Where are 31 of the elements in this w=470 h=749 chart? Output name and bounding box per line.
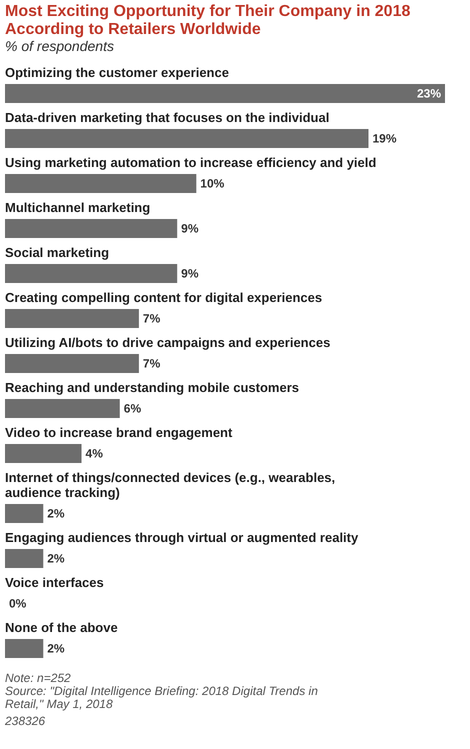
data-label: 19% [372,132,397,146]
y-tick-label: Multichannel marketing [5,200,150,215]
y-tick-label: Utilizing AI/bots to drive campaigns and experiences [5,335,330,350]
data-label: 4% [86,446,104,460]
y-tick-label: Optimizing the customer experience [5,65,229,80]
source-note: Source: "Digital Intelligence Briefing: 2018 Digital Trends in Retail," May 1, 2018 [5,684,318,711]
data-label: 0% [9,596,27,610]
data-label: 10% [200,176,225,190]
data-label: 6% [124,402,142,416]
data-label: 2% [47,552,65,566]
y-tick-label: Using marketing automation to increase efficiency and yield [5,155,376,170]
y-tick-label: Engaging audiences through virtual or augmented reality [5,530,359,545]
data-label: 23% [416,86,442,100]
chart-title: Most Exciting Opportunity for Their Company in 2018 According to Retailers Worldwide [5,3,410,38]
y-tick-label: Social marketing [5,245,110,260]
y-tick-label: Voice interfaces [5,575,104,590]
y-tick-label: Creating compelling content for digital experiences [5,290,322,305]
data-label: 7% [142,356,161,370]
y-tick-label: Reaching and understanding mobile customers [5,380,299,395]
text: 238326 [4,714,46,728]
y-tick-label: None of the above [5,620,118,635]
y-tick-label: Data-driven marketing that focuses on the individual [5,110,330,125]
y-tick-label: Internet of things/connected devices (e.g., wearables, audience tracking) [5,470,336,500]
data-label: 7% [142,312,161,326]
y-tick-label: Video to increase brand engagement [5,425,233,440]
data-label: 2% [47,506,65,520]
chart-subtitle: % of respondents [5,38,114,54]
data-label: 9% [181,222,199,236]
text: Note: n=252 [5,671,72,685]
data-label: 2% [47,642,65,656]
data-label: 9% [181,266,199,280]
